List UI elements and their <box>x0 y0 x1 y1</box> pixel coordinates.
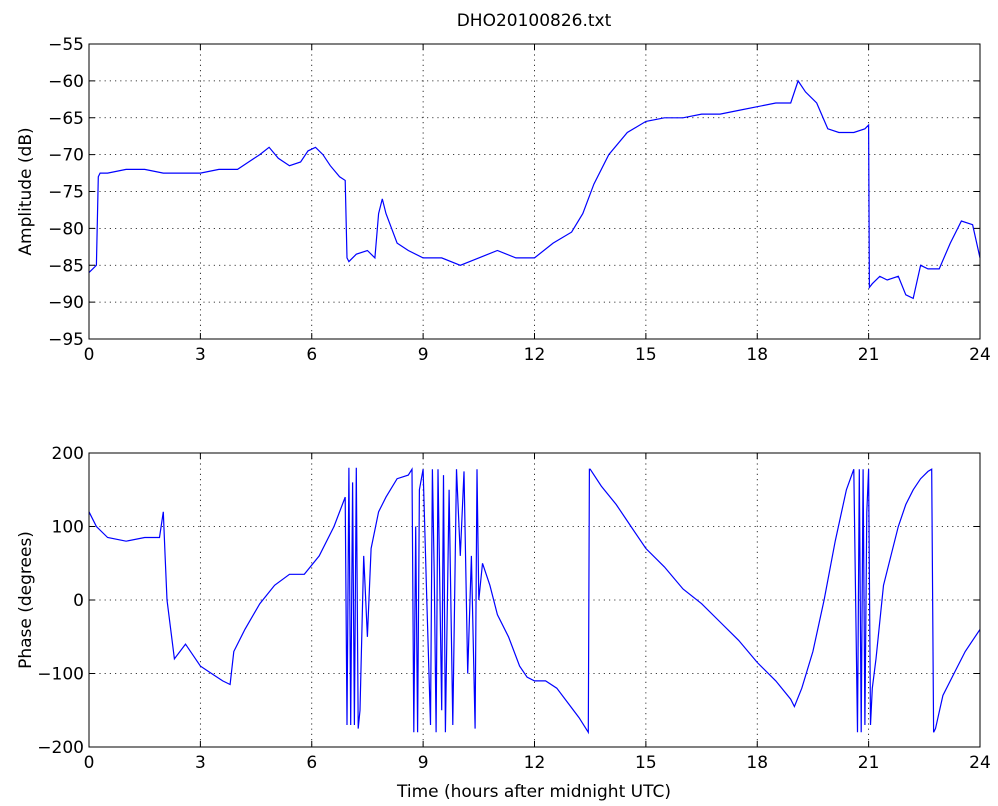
phase-x-tick-label: 3 <box>195 753 206 773</box>
phase-plot: 0 3 6 9 12 15 18 21 24 −200 −100 0 100 200 Phase (deg… <box>16 444 991 773</box>
amplitude-x-tick-label: 6 <box>306 345 317 365</box>
phase-y-tick-label: −100 <box>37 665 84 685</box>
phase-ticks: 0 3 6 9 12 15 18 21 24 −200 −100 0 100 200 <box>37 444 991 773</box>
amplitude-x-tick-label: 12 <box>524 345 546 365</box>
phase-y-tick-label: 100 <box>52 518 84 538</box>
amplitude-y-axis-label: Amplitude (dB) <box>16 127 36 255</box>
x-axis-label: Time (hours after midnight UTC) <box>396 782 671 802</box>
amplitude-ticks: 0 3 6 9 12 15 18 21 24 −95 −90 −85 −80 −75 −70 −65 −60 −5… <box>48 35 991 365</box>
amplitude-y-tick-label: −95 <box>48 330 84 350</box>
amplitude-x-tick-label: 15 <box>635 345 657 365</box>
phase-x-tick-label: 18 <box>746 753 768 773</box>
amplitude-x-tick-label: 21 <box>858 345 880 365</box>
amplitude-y-tick-label: −60 <box>48 72 84 92</box>
amplitude-x-tick-label: 18 <box>746 345 768 365</box>
amplitude-series-line <box>88 79 981 300</box>
phase-y-tick-label: 200 <box>52 444 84 464</box>
amplitude-x-tick-label: 3 <box>195 345 206 365</box>
amplitude-y-tick-label: −70 <box>48 146 84 166</box>
amplitude-plot: 0 3 6 9 12 15 18 21 24 −95 −90 −85 −80 −75 −70 −65 −60 −5… <box>16 35 991 365</box>
chart-title: DHO20100826.txt <box>457 11 612 31</box>
phase-x-tick-label: 24 <box>969 753 991 773</box>
phase-y-tick-label: 0 <box>73 591 84 611</box>
phase-x-tick-label: 6 <box>306 753 317 773</box>
phase-x-tick-label: 9 <box>418 753 429 773</box>
amplitude-y-tick-label: −55 <box>48 35 84 55</box>
amplitude-y-tick-label: −85 <box>48 256 84 276</box>
phase-y-axis-label: Phase (degrees) <box>16 531 36 669</box>
phase-x-tick-label: 0 <box>84 753 95 773</box>
amplitude-x-tick-label: 9 <box>418 345 429 365</box>
amplitude-y-tick-label: −65 <box>48 109 84 129</box>
phase-x-tick-label: 12 <box>524 753 546 773</box>
phase-x-tick-label: 21 <box>858 753 880 773</box>
amplitude-x-tick-label: 24 <box>969 345 991 365</box>
phase-y-tick-label: −200 <box>37 738 84 758</box>
amplitude-x-tick-label: 0 <box>84 345 95 365</box>
amplitude-y-tick-label: −75 <box>48 183 84 203</box>
phase-x-tick-label: 15 <box>635 753 657 773</box>
amplitude-y-tick-label: −80 <box>48 219 84 239</box>
phase-series-line <box>88 467 981 735</box>
amplitude-y-tick-label: −90 <box>48 293 84 313</box>
phase-grid <box>89 453 980 747</box>
